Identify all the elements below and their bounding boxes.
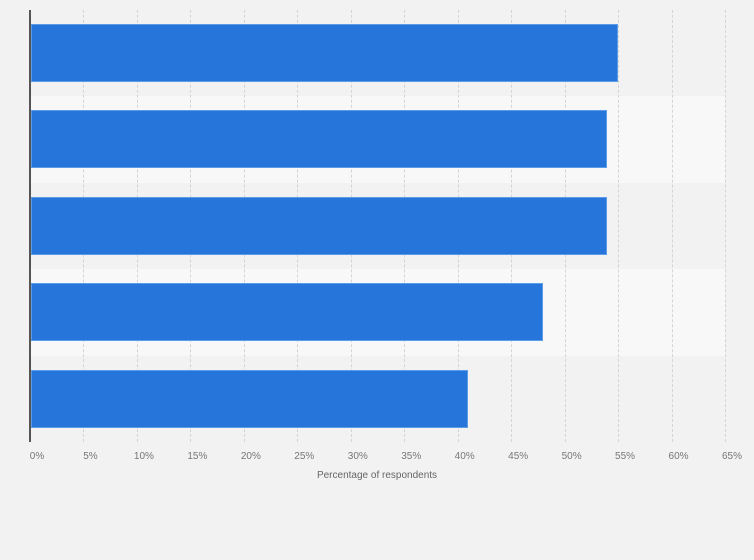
x-tick-label: 0% [29, 451, 45, 462]
x-tick-label: 50% [561, 451, 582, 462]
gridline [618, 10, 620, 442]
gridline [671, 10, 673, 442]
x-tick-label: 35% [401, 451, 422, 462]
x-tick-label: 20% [240, 451, 261, 462]
x-tick-label: 40% [454, 451, 475, 462]
x-axis-title: Percentage of respondents [316, 470, 438, 481]
x-tick-label: 5% [83, 451, 98, 462]
x-tick-label: 65% [721, 451, 743, 462]
bar[interactable] [31, 24, 619, 82]
y-axis-line [29, 10, 31, 442]
x-tick-label: 15% [187, 451, 208, 462]
x-tick-label: 45% [508, 451, 529, 462]
bar[interactable] [31, 369, 469, 428]
x-tick-label: 25% [294, 451, 315, 462]
bar[interactable] [31, 283, 544, 342]
x-tick-label: 10% [133, 451, 154, 462]
bar[interactable] [31, 110, 608, 169]
x-tick-label: 60% [668, 451, 689, 462]
bar[interactable] [31, 196, 608, 255]
x-tick-label: 55% [615, 451, 636, 462]
gridline [725, 10, 726, 442]
x-tick-label: 30% [347, 451, 368, 462]
